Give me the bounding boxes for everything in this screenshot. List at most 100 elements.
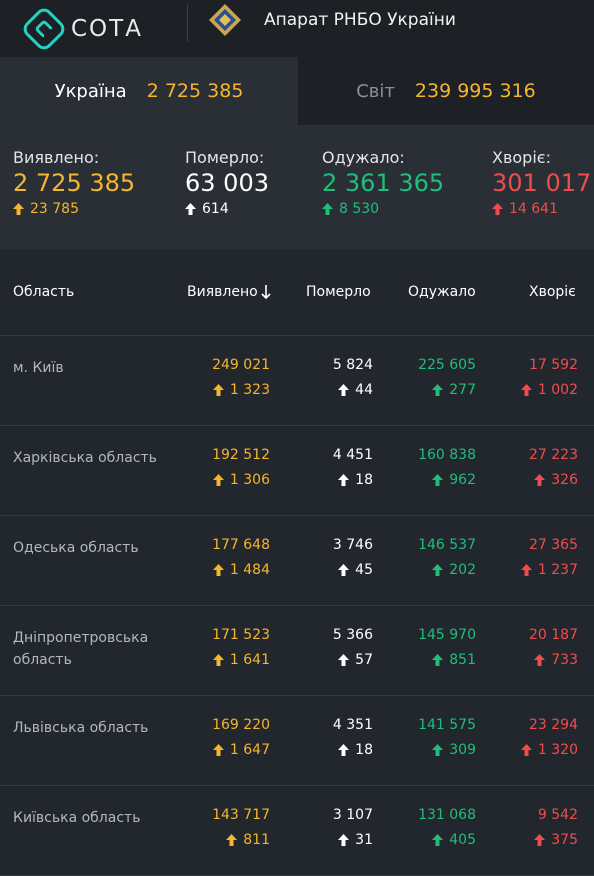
sick-value: 9 542 (537, 807, 578, 823)
tab-ukraine[interactable]: Україна 2 725 385 (0, 57, 298, 125)
arrow-up-icon (432, 654, 444, 666)
died-delta-text: 18 (355, 742, 373, 758)
detected-delta-text: 1 323 (229, 382, 270, 398)
arrow-up-icon (212, 564, 224, 576)
region-name: м. Київ (13, 360, 64, 376)
summary-sick-delta: 14 641 (492, 201, 591, 217)
sick-delta-text: 1 002 (537, 382, 578, 398)
table-row[interactable]: Харківська область 192 512 1 306 4 451 18 160… (0, 426, 594, 516)
died-value: 3 746 (332, 537, 373, 553)
sick-value: 27 223 (529, 447, 578, 463)
summary-panel: Виявлено: 2 725 385 23 785 Померло: 63 0… (0, 125, 594, 249)
died-value: 4 451 (332, 447, 373, 463)
arrow-up-icon (338, 654, 350, 666)
arrow-up-icon (520, 564, 532, 576)
logo-text: СОТА (71, 15, 143, 42)
recovered-delta: 202 (432, 562, 476, 578)
died-value: 5 366 (332, 627, 373, 643)
recovered-value: 160 838 (418, 447, 476, 463)
arrow-up-icon (338, 744, 350, 756)
died-delta: 18 (338, 742, 373, 758)
recovered-delta-text: 405 (449, 832, 476, 848)
arrow-up-icon (185, 203, 196, 215)
table-row[interactable]: Одеська область 177 648 1 484 3 746 45 146 53… (0, 516, 594, 606)
tab-world[interactable]: Світ 239 995 316 (298, 57, 594, 125)
sick-delta-text: 1 320 (537, 742, 578, 758)
detected-value: 249 021 (212, 357, 270, 373)
recovered-value: 225 605 (418, 357, 476, 373)
recovered-delta: 962 (432, 472, 476, 488)
arrow-up-icon (212, 384, 224, 396)
arrow-up-icon (432, 834, 444, 846)
sick-delta-text: 1 237 (537, 562, 578, 578)
sick-delta-text: 733 (551, 652, 578, 668)
detected-delta-text: 1 641 (229, 652, 270, 668)
region-name: Одеська область (13, 540, 139, 556)
sick-delta: 1 320 (520, 742, 578, 758)
col-header-recovered[interactable]: Одужало (408, 284, 476, 300)
summary-died: Померло: 63 003 614 (185, 148, 269, 217)
detected-delta: 1 484 (212, 562, 270, 578)
detected-delta-text: 811 (243, 832, 270, 848)
arrow-up-icon (338, 834, 350, 846)
detected-delta-text: 1 484 (229, 562, 270, 578)
detected-delta: 1 647 (212, 742, 270, 758)
sick-delta: 375 (534, 832, 578, 848)
recovered-delta-text: 851 (449, 652, 476, 668)
died-delta: 57 (338, 652, 373, 668)
tab-world-label: Світ (356, 80, 395, 102)
nsdc-emblem-icon (209, 4, 241, 36)
died-value: 3 107 (332, 807, 373, 823)
col-header-sick[interactable]: Хворіє (529, 284, 576, 300)
detected-value: 177 648 (212, 537, 270, 553)
col-header-died[interactable]: Померло (306, 284, 371, 300)
table-row[interactable]: Київська область 143 717 811 3 107 31 131 068… (0, 786, 594, 876)
died-delta-text: 31 (355, 832, 373, 848)
table-row[interactable]: Львівська область 169 220 1 647 4 351 18 141 … (0, 696, 594, 786)
arrow-up-icon (492, 203, 503, 215)
died-delta: 45 (338, 562, 373, 578)
summary-recovered-delta: 8 530 (322, 201, 444, 217)
died-delta: 18 (338, 472, 373, 488)
table-body: м. Київ 249 021 1 323 5 824 44 225 605 277 17 5… (0, 336, 594, 876)
sick-delta: 326 (534, 472, 578, 488)
died-delta-text: 44 (355, 382, 373, 398)
tab-world-value: 239 995 316 (414, 80, 536, 102)
org-name: Апарат РНБО України (264, 10, 456, 30)
arrow-up-icon (534, 474, 546, 486)
region-name: Дніпропетровська область (13, 630, 149, 668)
summary-detected-label: Виявлено: (13, 148, 100, 167)
recovered-delta-text: 202 (449, 562, 476, 578)
summary-died-delta-text: 614 (202, 201, 229, 217)
recovered-delta-text: 309 (449, 742, 476, 758)
arrow-up-icon (338, 564, 350, 576)
detected-value: 171 523 (212, 627, 270, 643)
arrow-up-icon (226, 834, 238, 846)
arrow-up-icon (520, 744, 532, 756)
sota-logo[interactable]: СОТА (19, 4, 143, 53)
recovered-delta: 405 (432, 832, 476, 848)
sick-value: 17 592 (529, 357, 578, 373)
sota-logo-mark-icon (19, 4, 69, 53)
summary-sick-value: 301 017 (492, 169, 592, 197)
recovered-value: 141 575 (418, 717, 476, 733)
arrow-up-icon (322, 203, 333, 215)
table-row[interactable]: м. Київ 249 021 1 323 5 824 44 225 605 277 17 5… (0, 336, 594, 426)
summary-detected-delta-text: 23 785 (30, 201, 79, 217)
table-row[interactable]: Дніпропетровська область 171 523 1 641 5 36… (0, 606, 594, 696)
summary-sick-delta-text: 14 641 (509, 201, 558, 217)
sick-delta: 733 (534, 652, 578, 668)
detected-delta: 1 641 (212, 652, 270, 668)
arrow-up-icon (338, 384, 350, 396)
region-name: Львівська область (13, 720, 149, 736)
col-header-detected-label: Виявлено (187, 284, 258, 300)
col-header-region[interactable]: Область (13, 284, 75, 300)
arrow-up-icon (520, 384, 532, 396)
arrow-up-icon (534, 834, 546, 846)
detected-value: 192 512 (212, 447, 270, 463)
col-header-detected[interactable]: Виявлено (187, 284, 271, 300)
sick-delta-text: 326 (551, 472, 578, 488)
summary-detected: Виявлено: 2 725 385 23 785 (13, 148, 135, 217)
detected-value: 143 717 (212, 807, 270, 823)
arrow-up-icon (212, 654, 224, 666)
